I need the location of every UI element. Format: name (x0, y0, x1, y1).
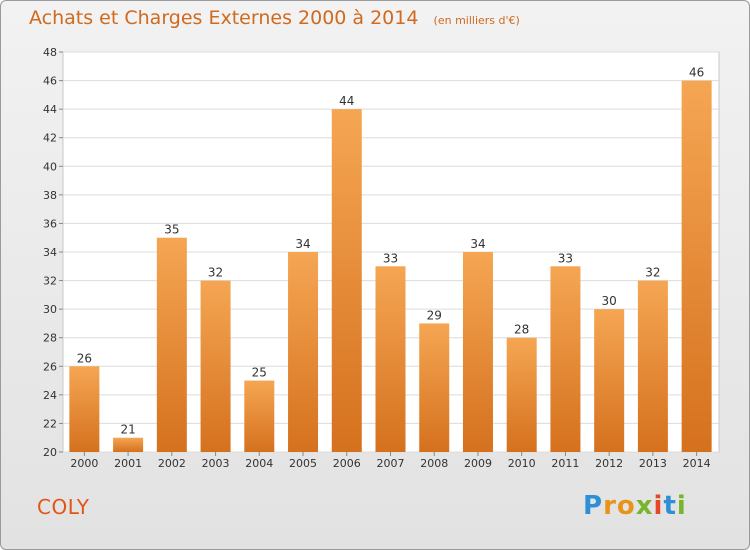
x-axis-ticks: 2000 2001 2002 2003 2004 2005 2006 2007 2008 2009… (70, 452, 711, 470)
y-tick-label: 32 (43, 275, 57, 288)
x-tick-label: 2013 (639, 457, 667, 470)
bar (375, 266, 406, 452)
y-tick-label: 38 (43, 189, 57, 202)
title-row: Achats et Charges Externes 2000 à 2014 (… (29, 7, 520, 29)
y-tick-label: 44 (43, 103, 57, 116)
bar-value-label: 25 (252, 366, 267, 380)
bar-value-label: 26 (77, 351, 92, 365)
value-labels: 26 21 35 32 25 34 44 33 29 34 28 33 30 32 46 (77, 66, 705, 437)
bar (462, 252, 493, 452)
y-tick-label: 30 (43, 303, 57, 316)
bar (331, 109, 362, 453)
bar (637, 280, 668, 452)
x-tick-label: 2011 (551, 457, 579, 470)
bar (506, 337, 537, 452)
bar-value-label: 21 (120, 423, 135, 437)
y-tick-label: 20 (43, 446, 57, 459)
brand-letter: i (653, 491, 664, 521)
x-tick-label: 2003 (202, 457, 230, 470)
brand-logo: Proxiti (583, 491, 687, 521)
bar-value-label: 32 (645, 266, 660, 280)
town-name: COLY (37, 495, 90, 519)
bar (244, 380, 275, 452)
x-tick-label: 2000 (70, 457, 98, 470)
bar (156, 237, 187, 452)
bar-value-label: 46 (689, 66, 704, 80)
x-tick-label: 2010 (508, 457, 536, 470)
x-tick-label: 2012 (595, 457, 623, 470)
y-axis-ticks: 20 22 24 26 28 30 32 34 36 38 40 42 44 46 48 (43, 46, 63, 459)
bar-value-label: 33 (558, 251, 573, 265)
x-tick-label: 2006 (333, 457, 361, 470)
bar-value-label: 35 (164, 223, 179, 237)
bar (419, 323, 450, 452)
x-tick-label: 2002 (158, 457, 186, 470)
bar (288, 252, 319, 452)
y-tick-label: 46 (43, 75, 57, 88)
brand-letter: o (616, 491, 636, 521)
bar (69, 366, 100, 452)
y-tick-label: 42 (43, 132, 57, 145)
bar-value-label: 34 (295, 237, 310, 251)
x-tick-label: 2001 (114, 457, 142, 470)
x-tick-label: 2014 (683, 457, 711, 470)
brand-letter: P (583, 491, 604, 521)
bar (200, 280, 231, 452)
chart-unit: (en milliers d'€) (433, 14, 520, 27)
x-tick-label: 2007 (377, 457, 405, 470)
y-tick-label: 48 (43, 46, 57, 59)
bar (594, 309, 625, 452)
y-tick-label: 36 (43, 217, 57, 230)
x-tick-label: 2009 (464, 457, 492, 470)
x-tick-label: 2004 (245, 457, 273, 470)
chart-title: Achats et Charges Externes 2000 à 2014 (29, 7, 419, 29)
y-tick-label: 24 (43, 389, 57, 402)
bar-value-label: 34 (470, 237, 485, 251)
x-tick-label: 2005 (289, 457, 317, 470)
bar-value-label: 28 (514, 323, 529, 337)
brand-letter: x (635, 491, 654, 521)
bar-value-label: 29 (427, 308, 442, 322)
y-tick-label: 28 (43, 332, 57, 345)
bar (113, 437, 144, 452)
y-tick-label: 34 (43, 246, 57, 259)
y-tick-label: 26 (43, 360, 57, 373)
bar-value-label: 32 (208, 266, 223, 280)
x-tick-label: 2008 (420, 457, 448, 470)
y-tick-label: 22 (43, 417, 57, 430)
bar (681, 80, 712, 453)
bars (69, 80, 712, 453)
bar (550, 266, 581, 452)
brand-letter: i (676, 491, 687, 521)
brand-letter: r (603, 491, 617, 521)
brand-letter: t (663, 491, 677, 521)
bar-value-label: 33 (383, 251, 398, 265)
y-tick-label: 40 (43, 160, 57, 173)
bar-value-label: 30 (602, 294, 617, 308)
bar-value-label: 44 (339, 94, 354, 108)
